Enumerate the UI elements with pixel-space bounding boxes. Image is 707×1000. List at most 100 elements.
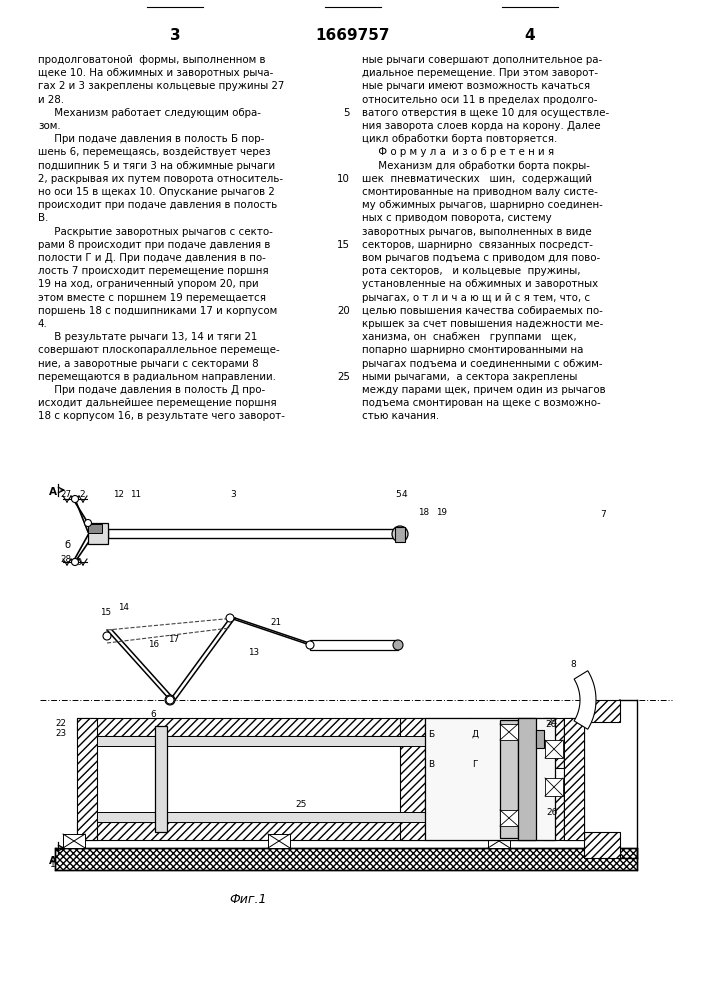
Text: 12: 12: [113, 490, 124, 499]
Text: При подаче давления в полость Д про-: При подаче давления в полость Д про-: [38, 385, 265, 395]
Text: 1: 1: [50, 860, 56, 869]
Text: секторов, шарнирно  связанных посредст-: секторов, шарнирно связанных посредст-: [362, 240, 593, 250]
Text: A: A: [49, 487, 57, 497]
Text: Раскрытие заворотных рычагов с секто-: Раскрытие заворотных рычагов с секто-: [38, 227, 273, 237]
Bar: [88, 523, 108, 544]
Bar: [400, 718, 425, 840]
Bar: [88, 524, 102, 533]
Text: ные рычаги имеют возможность качаться: ные рычаги имеют возможность качаться: [362, 81, 590, 91]
Text: рами 8 происходит при подаче давления в: рами 8 происходит при подаче давления в: [38, 240, 270, 250]
Text: исходит дальнейшее перемещение поршня: исходит дальнейшее перемещение поршня: [38, 398, 276, 408]
Bar: [564, 718, 584, 840]
Text: установленные на обжимных и заворотных: установленные на обжимных и заворотных: [362, 279, 598, 289]
Text: 19 на ход, ограниченный упором 20, при: 19 на ход, ограниченный упором 20, при: [38, 279, 259, 289]
Text: 17: 17: [168, 635, 179, 644]
Bar: [97, 736, 457, 746]
Circle shape: [306, 641, 314, 649]
Text: продолговатоной  формы, выполненном в: продолговатоной формы, выполненном в: [38, 55, 266, 65]
Text: При подаче давления в полость Б пор-: При подаче давления в полость Б пор-: [38, 134, 264, 144]
Text: 16: 16: [148, 640, 159, 649]
Text: 2: 2: [79, 490, 85, 499]
Text: ватого отверстия в щеке 10 для осуществле-: ватого отверстия в щеке 10 для осуществл…: [362, 108, 609, 118]
Text: но оси 15 в щеках 10. Опускание рычагов 2: но оси 15 в щеках 10. Опускание рычагов …: [38, 187, 275, 197]
Text: 25: 25: [337, 372, 350, 382]
Text: Д: Д: [472, 730, 479, 739]
Text: 3: 3: [170, 28, 180, 43]
Bar: [500, 724, 518, 740]
Circle shape: [393, 640, 403, 650]
Text: Ф о р м у л а  и з о б р е т е н и я: Ф о р м у л а и з о б р е т е н и я: [362, 147, 554, 157]
Bar: [97, 812, 457, 822]
Text: Фиг.1: Фиг.1: [229, 893, 267, 906]
Text: диальное перемещение. При этом заворот-: диальное перемещение. При этом заворот-: [362, 68, 598, 78]
Bar: [108, 529, 398, 538]
Bar: [584, 832, 620, 858]
Text: ния заворота слоев корда на корону. Далее: ния заворота слоев корда на корону. Дале…: [362, 121, 601, 131]
Text: 25: 25: [295, 800, 306, 809]
Text: 6: 6: [150, 710, 156, 719]
Text: гах 2 и 3 закреплены кольцевые пружины 27: гах 2 и 3 закреплены кольцевые пружины 2…: [38, 81, 284, 91]
Text: ных с приводом поворота, систему: ных с приводом поворота, систему: [362, 213, 551, 223]
Text: В.: В.: [38, 213, 48, 223]
Text: 28: 28: [60, 555, 71, 564]
Text: 22: 22: [55, 719, 66, 728]
Bar: [77, 718, 97, 840]
Circle shape: [71, 495, 78, 502]
Bar: [77, 718, 557, 736]
Text: 20: 20: [337, 306, 350, 316]
Text: щеке 10. На обжимных и заворотных рыча-: щеке 10. На обжимных и заворотных рыча-: [38, 68, 274, 78]
Text: целью повышения качества собираемых по-: целью повышения качества собираемых по-: [362, 306, 603, 316]
Text: ные рычаги совершают дополнительное ра-: ные рычаги совершают дополнительное ра-: [362, 55, 602, 65]
Text: рычагах, о т л и ч а ю щ и й с я тем, что, с: рычагах, о т л и ч а ю щ и й с я тем, чт…: [362, 293, 590, 303]
Bar: [564, 718, 584, 840]
Bar: [395, 527, 405, 542]
Text: перемещаются в радиальном направлении.: перемещаются в радиальном направлении.: [38, 372, 276, 382]
Bar: [500, 810, 518, 826]
Circle shape: [103, 632, 111, 640]
Bar: [536, 730, 544, 748]
Text: 11: 11: [130, 490, 141, 499]
Text: В результате рычаги 13, 14 и тяги 21: В результате рычаги 13, 14 и тяги 21: [38, 332, 257, 342]
Text: подъема смонтирован на щеке с возможно-: подъема смонтирован на щеке с возможно-: [362, 398, 601, 408]
Text: рота секторов,   и кольцевые  пружины,: рота секторов, и кольцевые пружины,: [362, 266, 580, 276]
Text: поршень 18 с подшипниками 17 и корпусом: поршень 18 с подшипниками 17 и корпусом: [38, 306, 277, 316]
Text: 26: 26: [546, 808, 557, 817]
Bar: [77, 822, 557, 840]
Circle shape: [165, 695, 175, 705]
Text: 3: 3: [230, 490, 235, 499]
Text: 4: 4: [525, 28, 535, 43]
Text: 20: 20: [545, 720, 556, 729]
Text: 2, раскрывая их путем поворота относитель-: 2, раскрывая их путем поворота относител…: [38, 174, 283, 184]
Text: смонтированные на приводном валу систе-: смонтированные на приводном валу систе-: [362, 187, 598, 197]
Text: зом.: зом.: [38, 121, 61, 131]
Text: ние, а заворотные рычаги с секторами 8: ние, а заворотные рычаги с секторами 8: [38, 359, 259, 369]
Text: полости Г и Д. При подаче давления в по-: полости Г и Д. При подаче давления в по-: [38, 253, 266, 263]
Text: 5: 5: [395, 490, 401, 499]
Text: 7: 7: [600, 510, 606, 519]
Circle shape: [226, 614, 234, 622]
Bar: [544, 718, 564, 768]
Bar: [268, 834, 290, 848]
Circle shape: [392, 526, 408, 542]
Text: заворотных рычагов, выполненных в виде: заворотных рычагов, выполненных в виде: [362, 227, 592, 237]
Circle shape: [85, 520, 91, 526]
Text: 5: 5: [344, 108, 350, 118]
Text: шень 6, перемещаясь, воздействует через: шень 6, перемещаясь, воздействует через: [38, 147, 271, 157]
Text: 24: 24: [546, 718, 557, 727]
Text: б: б: [64, 540, 70, 550]
Text: рычагах подъема и соединенными с обжим-: рычагах подъема и соединенными с обжим-: [362, 359, 602, 369]
Bar: [55, 848, 637, 870]
Text: 19: 19: [436, 508, 447, 517]
Text: 21: 21: [270, 618, 281, 627]
Text: 1669757: 1669757: [316, 28, 390, 43]
Text: лость 7 происходит перемещение поршня: лость 7 происходит перемещение поршня: [38, 266, 269, 276]
Bar: [63, 834, 85, 848]
Text: подшипник 5 и тяги 3 на обжимные рычаги: подшипник 5 и тяги 3 на обжимные рычаги: [38, 161, 275, 171]
Bar: [488, 834, 510, 848]
Bar: [544, 790, 564, 840]
Bar: [425, 718, 555, 840]
Text: В: В: [428, 760, 434, 769]
Text: шек  пневматических   шин,  содержащий: шек пневматических шин, содержащий: [362, 174, 592, 184]
Bar: [545, 778, 563, 796]
Circle shape: [166, 696, 174, 704]
